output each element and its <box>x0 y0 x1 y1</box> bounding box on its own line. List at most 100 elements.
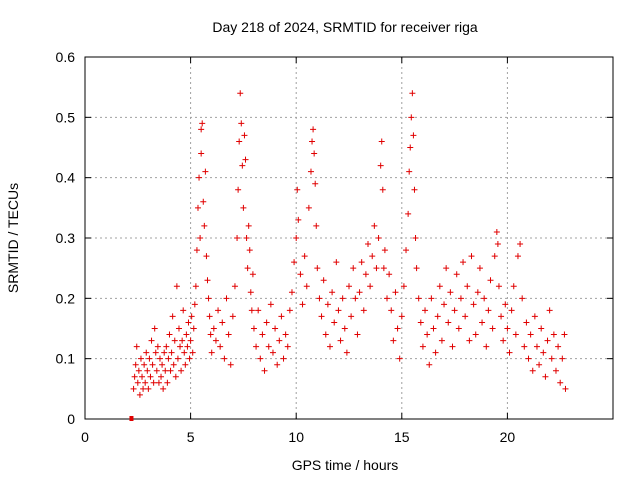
data-point <box>227 361 234 368</box>
data-point <box>386 271 393 278</box>
data-point <box>318 313 325 320</box>
data-point <box>297 271 304 278</box>
data-point <box>358 259 365 266</box>
data-point <box>443 265 450 272</box>
data-point <box>183 331 190 338</box>
data-point <box>133 343 140 350</box>
data-point <box>156 355 163 362</box>
data-point <box>239 162 246 169</box>
data-point <box>136 391 143 398</box>
data-point <box>154 343 161 350</box>
data-point <box>160 385 167 392</box>
data-point <box>392 289 399 296</box>
data-point <box>305 204 312 211</box>
data-point <box>179 337 186 344</box>
data-point <box>424 331 431 338</box>
data-point <box>165 355 172 362</box>
data-point <box>150 379 157 386</box>
data-point <box>470 301 477 308</box>
data-point <box>479 319 486 326</box>
data-point <box>199 120 206 127</box>
data-point <box>249 271 256 278</box>
data-point <box>476 265 483 272</box>
data-point <box>223 295 230 302</box>
data-point <box>407 144 414 151</box>
data-point <box>303 283 310 290</box>
data-point <box>388 307 395 314</box>
x-tick-label: 10 <box>288 429 304 445</box>
data-point <box>192 283 199 290</box>
data-point <box>149 361 156 368</box>
data-point <box>203 253 210 260</box>
x-tick-label: 5 <box>187 429 195 445</box>
data-point <box>485 307 492 314</box>
data-point <box>468 253 475 260</box>
data-point <box>533 343 540 350</box>
data-point <box>293 235 300 241</box>
data-point <box>152 349 159 356</box>
data-point <box>151 325 158 332</box>
data-point <box>130 385 137 392</box>
data-point <box>356 289 363 296</box>
data-point <box>550 331 557 338</box>
data-point <box>561 331 568 338</box>
data-point <box>362 271 369 278</box>
data-point <box>331 319 338 326</box>
data-point <box>191 301 198 308</box>
data-point <box>512 331 519 338</box>
data-point <box>337 337 344 344</box>
data-point <box>295 216 302 223</box>
data-point <box>502 301 509 308</box>
data-point <box>194 204 201 211</box>
data-point <box>367 283 374 290</box>
data-point <box>301 253 308 260</box>
data-point <box>552 367 559 374</box>
data-point <box>286 307 293 314</box>
data-point <box>172 373 179 380</box>
data-point <box>510 283 517 290</box>
data-point <box>284 343 291 350</box>
data-point <box>178 367 185 374</box>
data-point <box>491 253 498 260</box>
data-point <box>352 295 359 302</box>
data-point <box>521 343 528 350</box>
x-axis-label: GPS time / hours <box>292 457 399 473</box>
y-tick-label: 0.5 <box>56 109 76 125</box>
data-point <box>190 325 197 332</box>
data-point <box>348 313 355 320</box>
data-point <box>221 355 228 362</box>
data-point <box>451 307 458 314</box>
data-point <box>369 253 376 260</box>
data-point <box>143 349 150 356</box>
data-point <box>494 241 501 248</box>
data-point <box>408 114 415 121</box>
x-tick-label: 0 <box>81 429 89 445</box>
data-point <box>246 247 253 254</box>
data-point <box>341 325 348 332</box>
data-point-square <box>129 416 134 421</box>
data-point <box>403 247 410 254</box>
data-point <box>390 337 397 344</box>
data-point <box>247 289 254 296</box>
data-point <box>312 180 319 187</box>
data-point <box>142 379 149 386</box>
data-point <box>557 379 564 386</box>
data-point <box>241 132 248 139</box>
data-point <box>384 295 391 302</box>
data-point <box>147 373 154 380</box>
y-tick-label: 0.2 <box>56 290 76 306</box>
data-point <box>462 313 469 320</box>
data-point <box>181 349 188 356</box>
data-point <box>489 325 496 332</box>
data-point <box>339 295 346 302</box>
data-point <box>381 247 388 254</box>
data-point <box>263 319 270 326</box>
data-point <box>164 379 171 386</box>
data-point <box>137 355 144 362</box>
data-point <box>527 331 534 338</box>
data-point <box>394 325 401 332</box>
data-point <box>167 367 174 374</box>
data-point <box>184 343 191 350</box>
data-point <box>163 343 170 350</box>
